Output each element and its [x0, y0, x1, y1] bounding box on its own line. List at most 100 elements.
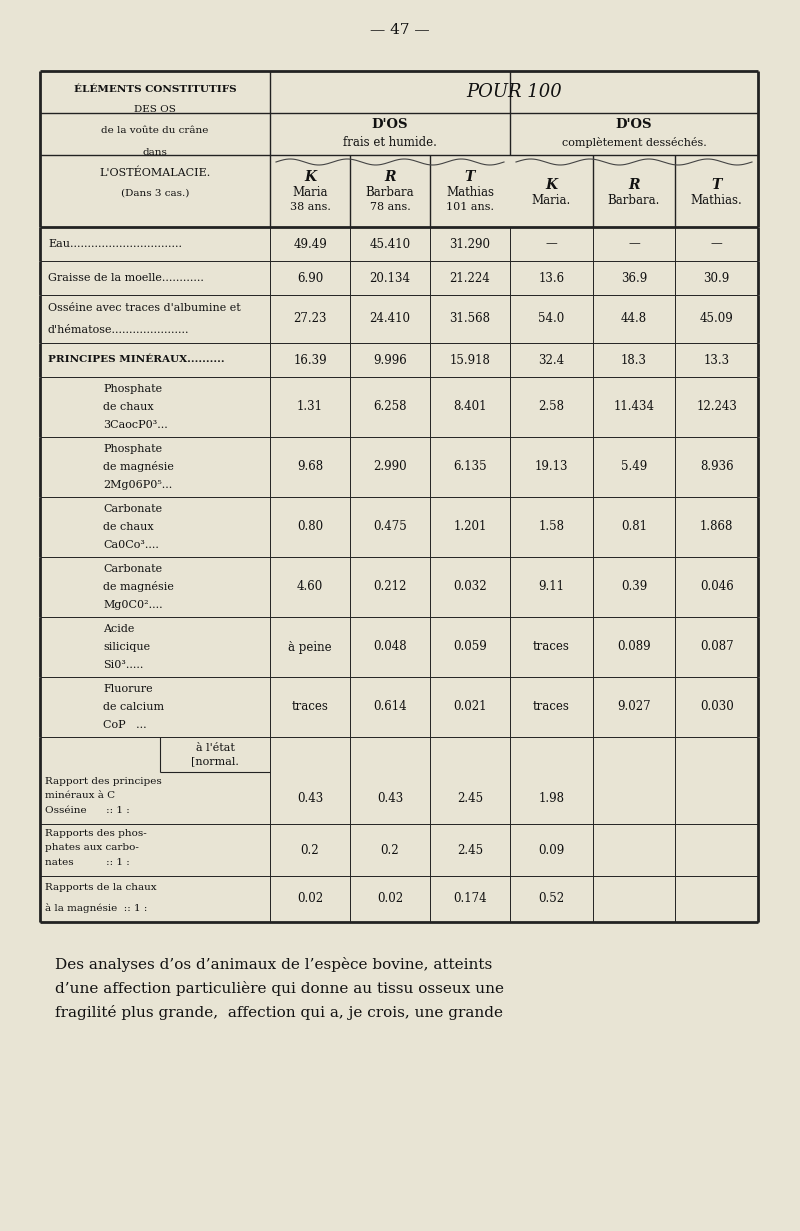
Text: 0.43: 0.43: [377, 792, 403, 805]
Text: à peine: à peine: [288, 640, 332, 654]
Text: traces: traces: [533, 700, 570, 714]
Text: Si0³.....: Si0³.....: [103, 660, 143, 670]
Text: 0.52: 0.52: [538, 892, 564, 906]
Text: 9.68: 9.68: [297, 460, 323, 474]
Text: de calcium: de calcium: [103, 702, 164, 712]
Text: Mathias.: Mathias.: [690, 194, 742, 208]
Text: 0.032: 0.032: [453, 581, 487, 593]
Text: Barbara: Barbara: [366, 186, 414, 198]
Text: 1.58: 1.58: [538, 521, 564, 533]
Text: 3CaocP0³...: 3CaocP0³...: [103, 420, 168, 430]
Text: 49.49: 49.49: [293, 238, 327, 250]
Text: 9.996: 9.996: [373, 353, 407, 367]
Text: 0.046: 0.046: [700, 581, 734, 593]
Text: 21.224: 21.224: [450, 272, 490, 284]
Text: ÉLÉMENTS CONSTITUTIFS: ÉLÉMENTS CONSTITUTIFS: [74, 85, 236, 95]
Text: de la voûte du crâne: de la voûte du crâne: [102, 126, 209, 134]
Text: 101 ans.: 101 ans.: [446, 202, 494, 212]
Text: 0.021: 0.021: [454, 700, 486, 714]
Text: POUR 100: POUR 100: [466, 82, 562, 101]
Text: 0.030: 0.030: [700, 700, 734, 714]
Text: Rapport des principes: Rapport des principes: [45, 777, 162, 785]
Text: 30.9: 30.9: [703, 272, 730, 284]
Text: 0.09: 0.09: [538, 843, 565, 857]
Text: [normal.: [normal.: [191, 756, 239, 766]
Text: 31.568: 31.568: [450, 313, 490, 325]
Text: Carbonate: Carbonate: [103, 564, 162, 574]
Text: 24.410: 24.410: [370, 313, 410, 325]
Text: 6.258: 6.258: [374, 400, 406, 414]
Text: 13.6: 13.6: [538, 272, 564, 284]
Text: D'OS: D'OS: [616, 117, 652, 130]
Text: Ca0Co³....: Ca0Co³....: [103, 540, 159, 550]
Text: 0.212: 0.212: [374, 581, 406, 593]
Text: 15.918: 15.918: [450, 353, 490, 367]
Text: 45.410: 45.410: [370, 238, 410, 250]
Text: 5.49: 5.49: [621, 460, 647, 474]
Text: K: K: [546, 178, 558, 192]
Text: 78 ans.: 78 ans.: [370, 202, 410, 212]
Text: 2Mg06P0⁵...: 2Mg06P0⁵...: [103, 480, 172, 490]
Text: 27.23: 27.23: [294, 313, 326, 325]
Text: 0.475: 0.475: [373, 521, 407, 533]
Text: Mathias: Mathias: [446, 186, 494, 198]
Text: — 47 —: — 47 —: [370, 23, 430, 37]
Text: —: —: [546, 238, 558, 250]
Text: —: —: [628, 238, 640, 250]
Text: 0.39: 0.39: [621, 581, 647, 593]
Text: 45.09: 45.09: [700, 313, 734, 325]
Text: de chaux: de chaux: [103, 403, 154, 412]
Text: L'OSTÉOMALACIE.: L'OSTÉOMALACIE.: [99, 167, 210, 177]
Text: de magnésie: de magnésie: [103, 462, 174, 473]
Text: K: K: [304, 170, 316, 183]
Text: de magnésie: de magnésie: [103, 581, 174, 592]
Text: 0.614: 0.614: [373, 700, 407, 714]
Text: à l'état: à l'état: [195, 744, 234, 753]
Text: 38 ans.: 38 ans.: [290, 202, 330, 212]
Text: phates aux carbo-: phates aux carbo-: [45, 843, 139, 852]
Text: 0.089: 0.089: [617, 640, 651, 654]
Text: 1.98: 1.98: [538, 792, 564, 805]
Text: 1.31: 1.31: [297, 400, 323, 414]
Text: d'hématose......................: d'hématose......................: [48, 325, 190, 335]
Text: Fluorure: Fluorure: [103, 684, 153, 694]
Text: 54.0: 54.0: [538, 313, 565, 325]
Text: 6.135: 6.135: [453, 460, 487, 474]
Text: T: T: [465, 170, 475, 183]
Text: 0.81: 0.81: [621, 521, 647, 533]
Text: Maria: Maria: [292, 186, 328, 198]
Text: 9.027: 9.027: [617, 700, 651, 714]
Text: 0.174: 0.174: [453, 892, 487, 906]
Text: Rapports des phos-: Rapports des phos-: [45, 828, 146, 838]
Text: Phosphate: Phosphate: [103, 444, 162, 454]
Text: —: —: [710, 238, 722, 250]
Text: 0.087: 0.087: [700, 640, 734, 654]
Text: 9.11: 9.11: [538, 581, 564, 593]
Text: Graisse de la moelle............: Graisse de la moelle............: [48, 273, 204, 283]
Text: 1.868: 1.868: [700, 521, 734, 533]
Text: complètement desséchés.: complètement desséchés.: [562, 137, 706, 148]
Text: Des analyses d’os d’animaux de l’espèce bovine, atteints: Des analyses d’os d’animaux de l’espèce …: [55, 956, 492, 972]
Text: silicique: silicique: [103, 643, 150, 652]
Text: 2.45: 2.45: [457, 792, 483, 805]
Text: traces: traces: [291, 700, 329, 714]
Text: 1.201: 1.201: [454, 521, 486, 533]
Text: Eau................................: Eau................................: [48, 239, 182, 249]
Text: CoP   ...: CoP ...: [103, 720, 146, 730]
Text: Acide: Acide: [103, 624, 134, 634]
Text: 31.290: 31.290: [450, 238, 490, 250]
Text: 8.936: 8.936: [700, 460, 734, 474]
Text: 0.2: 0.2: [301, 843, 319, 857]
Text: 20.134: 20.134: [370, 272, 410, 284]
Text: R: R: [628, 178, 640, 192]
Text: R: R: [384, 170, 396, 183]
Text: 18.3: 18.3: [621, 353, 647, 367]
Text: 0.048: 0.048: [373, 640, 407, 654]
Text: nates          :: 1 :: nates :: 1 :: [45, 858, 130, 867]
Text: Rapports de la chaux: Rapports de la chaux: [45, 883, 157, 892]
Text: 0.02: 0.02: [297, 892, 323, 906]
Text: 4.60: 4.60: [297, 581, 323, 593]
Text: 0.43: 0.43: [297, 792, 323, 805]
Text: à la magnésie  :: 1 :: à la magnésie :: 1 :: [45, 904, 147, 913]
Text: 8.401: 8.401: [454, 400, 486, 414]
